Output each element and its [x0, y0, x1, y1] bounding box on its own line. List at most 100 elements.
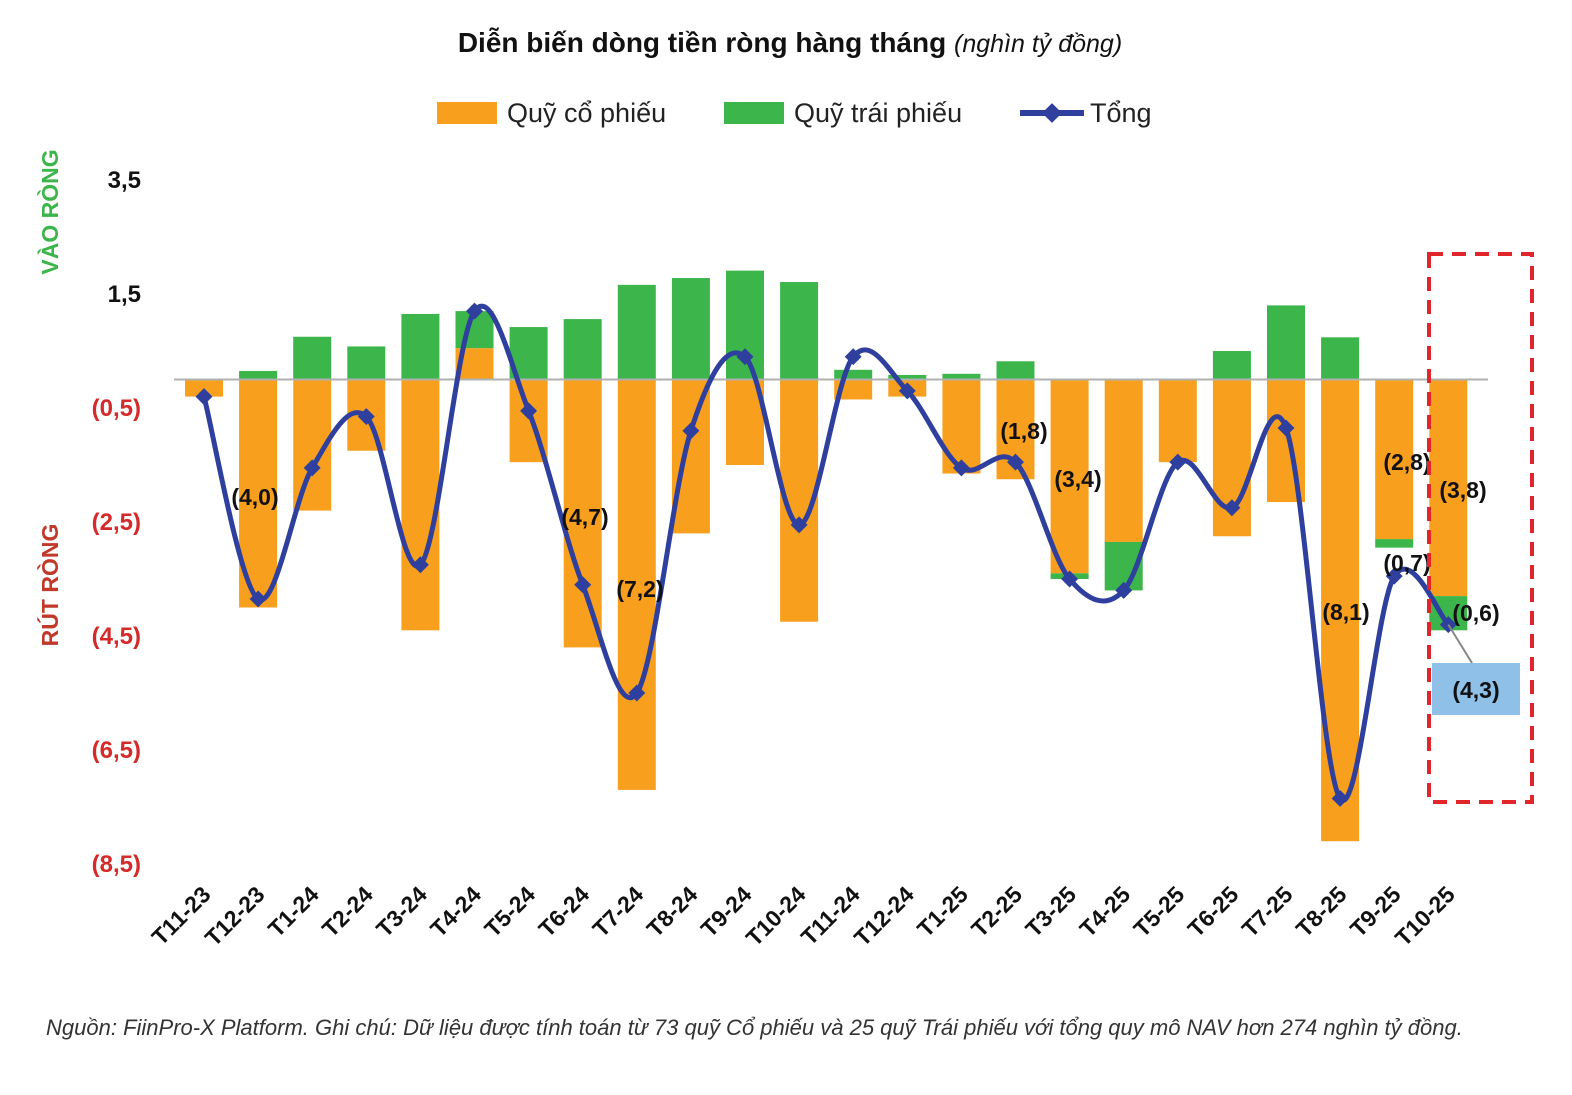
bar-bond	[239, 370, 278, 380]
y-tick-label: (4,5)	[92, 623, 141, 650]
x-tick-label: T1-24	[263, 881, 324, 942]
bar-bond	[942, 373, 981, 380]
total-point	[1115, 581, 1133, 599]
x-tick-label: T2-25	[966, 881, 1027, 942]
bar-equity	[1375, 379, 1414, 540]
total-point	[844, 348, 862, 366]
chart: Diễn biến dòng tiền ròng hàng tháng (ngh…	[36, 27, 1534, 951]
total-point	[195, 388, 213, 406]
x-tick-label: T8-24	[642, 881, 703, 942]
y-tick-label: 1,5	[108, 281, 141, 308]
total-point	[1331, 789, 1349, 807]
total-point	[303, 459, 321, 477]
data-label: (4,0)	[231, 484, 278, 510]
bar-bond	[834, 369, 873, 380]
bar-bond	[401, 313, 440, 380]
source-value: FiinPro-X Platform.	[123, 1015, 309, 1040]
legend-swatch	[437, 102, 497, 124]
legend-swatch	[724, 102, 784, 124]
y-tick-label: (6,5)	[92, 737, 141, 764]
total-point	[574, 576, 592, 594]
x-tick-label: T8-25	[1291, 881, 1352, 942]
bar-equity	[1321, 379, 1360, 842]
highlight-box	[1427, 252, 1534, 804]
total-point	[628, 684, 646, 702]
data-label: (7,2)	[616, 576, 663, 602]
total-point	[357, 408, 375, 426]
total-series	[195, 302, 1457, 807]
total-point	[898, 382, 916, 400]
bar-bond	[888, 374, 927, 380]
callout-box	[1432, 663, 1520, 715]
x-tick-label: T7-24	[587, 881, 648, 942]
total-point	[952, 459, 970, 477]
bar-equity	[1050, 379, 1089, 574]
total-point	[1061, 570, 1079, 588]
bar-bond	[996, 361, 1035, 380]
bar-bond	[780, 282, 819, 380]
total-point	[736, 348, 754, 366]
x-tick-label: T7-25	[1237, 881, 1298, 942]
x-tick-label: T1-25	[912, 881, 973, 942]
bar-equity	[1429, 379, 1468, 597]
bar-bond	[347, 346, 386, 380]
y-tick-label: (8,5)	[92, 851, 141, 878]
x-tick-label: T11-23	[147, 881, 216, 950]
bars	[185, 270, 1468, 842]
x-tick-label: T6-24	[533, 881, 594, 942]
bar-bond	[1212, 351, 1251, 380]
x-tick-label: T11-24	[796, 881, 865, 950]
x-axis: T11-23T12-23T1-24T2-24T3-24T4-24T5-24T6-…	[147, 881, 1460, 951]
bar-equity	[185, 379, 223, 397]
legend-item: Quỹ cổ phiếu	[437, 98, 666, 128]
callout-label: (4,3)	[1452, 677, 1499, 703]
bar-bond	[1267, 305, 1305, 380]
data-label: (2,8)	[1383, 449, 1430, 475]
legend: Quỹ cổ phiếu Quỹ trái phiếu Tổng	[437, 98, 1152, 128]
data-labels: (4,0) (4,7) (7,2) (1,8) (3,4) (8,1) (2,8) (0,7)…	[231, 418, 1520, 715]
source-label: Nguồn:	[46, 1015, 117, 1040]
total-point	[1385, 567, 1403, 585]
data-label: (0,6)	[1452, 600, 1499, 626]
data-label: (1,8)	[1000, 418, 1047, 444]
bar-equity	[401, 379, 440, 631]
chart-title-unit: (nghìn tỷ đồng)	[954, 30, 1122, 58]
callout-leader	[1447, 624, 1473, 664]
bar-bond	[671, 278, 710, 380]
legend-label: Quỹ trái phiếu	[794, 98, 962, 128]
data-label: (0,7)	[1383, 550, 1430, 576]
x-tick-label: T10-24	[741, 881, 811, 951]
total-point	[466, 302, 483, 320]
bar-bond	[1321, 337, 1360, 380]
x-tick-label: T12-23	[200, 881, 270, 951]
outflow-side-label: RÚT RÒNG	[36, 524, 63, 647]
bar-bond	[563, 319, 602, 380]
legend-label: Quỹ cổ phiếu	[507, 98, 666, 128]
total-point	[520, 402, 538, 420]
legend-item: Tổng	[1020, 98, 1152, 128]
bar-equity	[563, 379, 602, 648]
total-point	[790, 516, 808, 534]
total-point	[411, 556, 429, 574]
x-tick-label: T12-24	[849, 881, 919, 951]
bar-equity	[1104, 379, 1143, 542]
data-label: (8,1)	[1322, 599, 1369, 625]
y-tick-label: (2,5)	[92, 509, 141, 536]
data-label: (3,8)	[1439, 477, 1486, 503]
bar-equity	[671, 379, 710, 534]
bar-bond	[617, 284, 656, 380]
x-tick-label: T4-24	[425, 881, 486, 942]
legend-item: Quỹ trái phiếu	[724, 98, 962, 128]
bar-bond	[1375, 539, 1414, 548]
legend-marker	[1042, 103, 1062, 123]
x-tick-label: T2-24	[317, 881, 378, 942]
data-label: (3,4)	[1054, 466, 1101, 492]
y-axis: 3,5 1,5 (0,5) (2,5) (4,5) (6,5) (8,5)	[92, 167, 141, 878]
x-tick-label: T3-24	[371, 881, 432, 942]
x-tick-label: T5-24	[479, 881, 540, 942]
data-label: (4,7)	[561, 504, 608, 530]
x-tick-label: T5-25	[1128, 881, 1189, 942]
bar-bond	[293, 336, 332, 380]
legend-label: Tổng	[1090, 98, 1152, 128]
chart-title: Diễn biến dòng tiền ròng hàng tháng (ngh…	[458, 27, 1122, 58]
